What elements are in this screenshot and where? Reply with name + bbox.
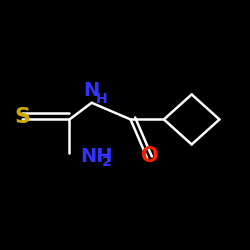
Text: NH: NH (80, 148, 113, 167)
Text: S: S (14, 107, 30, 127)
Text: 2: 2 (102, 156, 111, 170)
Text: O: O (141, 146, 159, 166)
Text: H: H (96, 92, 107, 106)
Text: N: N (84, 81, 100, 100)
